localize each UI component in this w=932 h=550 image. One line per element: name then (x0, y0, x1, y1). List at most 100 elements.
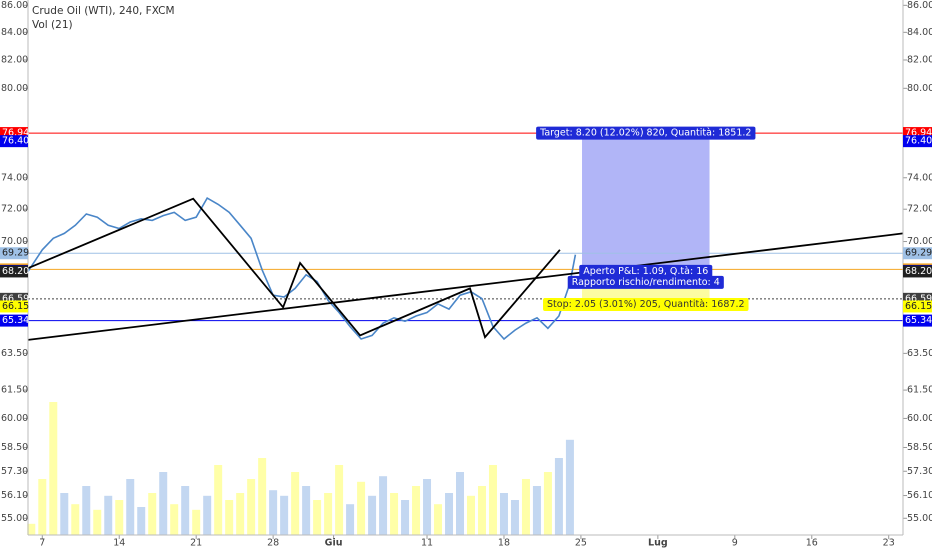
pnl-label: Aperto P&L: 1.09, Q.tà: 16 (583, 266, 708, 277)
y-tick-label: 55.00 (907, 513, 932, 524)
y-tick-label: 72.00 (1, 204, 28, 215)
x-tick-label: 14 (113, 538, 125, 549)
volume-bar (543, 472, 552, 535)
volume-bar (532, 486, 541, 535)
volume-bar (159, 472, 168, 535)
trend-line (27, 232, 904, 341)
x-tick-label: 21 (190, 538, 202, 549)
y-tick-label: 80.00 (1, 83, 28, 94)
y-tick-label: 61.50 (907, 385, 932, 396)
overlay-layer: 76.9476.9476.4076.4069.2969.2968.3268.32… (0, 126, 932, 327)
y-tick-label: 60.00 (1, 413, 28, 424)
volume-bar (82, 486, 91, 535)
volume-bar (49, 402, 58, 535)
volume-bar (390, 493, 399, 535)
volume-bar (379, 476, 388, 535)
volume-bar (412, 486, 421, 535)
y-tick-label: 58.50 (1, 442, 28, 453)
volume-bar (488, 465, 497, 535)
volume-bar (148, 493, 157, 535)
chart-title: Crude Oil (WTI), 240, FXCM (32, 5, 175, 17)
y-tick-label: 82.00 (907, 54, 932, 65)
volume-bar (137, 507, 146, 535)
y-tick-label: 74.00 (1, 172, 28, 183)
y-tick-label: 82.00 (1, 54, 28, 65)
y-tick-label: 63.50 (907, 348, 932, 359)
y-tick-label: 86.00 (907, 0, 932, 11)
stop-label: Stop: 2.05 (3.01%) 205, Quantità: 1687.2 (547, 299, 745, 310)
y-tick-label: 57.30 (907, 466, 932, 477)
target-label: Target: 8.20 (12.02%) 820, Quantità: 185… (539, 128, 751, 139)
price-label-bg (903, 135, 932, 148)
y-tick-label: 60.00 (907, 413, 932, 424)
volume-bar (401, 500, 410, 535)
volume-bar (324, 493, 333, 535)
y-tick-label: 70.00 (1, 236, 28, 247)
volume-bar (368, 495, 377, 535)
price-label-bg (0, 247, 28, 260)
volume-bar (181, 486, 190, 535)
volume-bar (434, 504, 443, 535)
target-label-bg (536, 126, 756, 140)
volume-bar (115, 500, 124, 535)
price-label-bg (903, 314, 932, 327)
y-tick-label: 57.30 (1, 466, 28, 477)
y-tick-label: 72.00 (907, 204, 932, 215)
volume-bar (466, 495, 475, 535)
volume-bar (456, 472, 465, 535)
price-label-bg (0, 135, 28, 148)
volume-bar (225, 500, 234, 535)
volume-bar (203, 495, 212, 535)
volume-bar (510, 500, 519, 535)
price-label: 66.59 (2, 293, 29, 304)
volume-bar (499, 493, 508, 535)
x-tick-label: 7 (39, 538, 45, 549)
x-tick-label: 16 (806, 538, 818, 549)
volume-bar (423, 479, 432, 535)
volume-bar (445, 493, 454, 535)
y-tick-label: 61.50 (1, 385, 28, 396)
price-label-bg (903, 265, 932, 278)
volume-bar (477, 486, 486, 535)
x-tick-label: 25 (575, 538, 587, 549)
y-tick-label: 58.50 (907, 442, 932, 453)
x-tick-label: Giu (325, 538, 343, 549)
volume-bar (126, 479, 135, 535)
ratio-label-bg (567, 275, 724, 289)
volume-bar (554, 458, 563, 535)
trend-line (27, 197, 561, 340)
volume-bar (60, 493, 69, 535)
volume-layer (27, 402, 574, 535)
volume-bar (302, 486, 311, 535)
x-tick-label: 23 (883, 538, 895, 549)
x-tick-label: 28 (267, 538, 279, 549)
price-label-bg (903, 300, 932, 313)
target-zone (582, 133, 710, 270)
price-label-bg (0, 127, 28, 140)
y-tick-label: 74.00 (907, 172, 932, 183)
price-label: 68.20 (2, 266, 29, 277)
volume-bar (71, 504, 80, 535)
price-label: 66.15 (905, 301, 932, 312)
price-label: 76.94 (2, 128, 29, 139)
volume-bar (27, 523, 36, 535)
y-tick-label: 55.00 (1, 513, 28, 524)
price-label: 68.20 (905, 266, 932, 277)
volume-bar (236, 493, 245, 535)
y-tick-label: 56.10 (1, 490, 28, 501)
y-tick-label: 86.00 (1, 0, 28, 11)
price-label: 65.34 (2, 315, 29, 326)
y-tick-label: 84.00 (1, 27, 28, 38)
price-label: 66.15 (2, 301, 29, 312)
x-tick-label: 18 (498, 538, 510, 549)
stop-label-bg (543, 297, 749, 311)
y-tick-label: 56.10 (907, 490, 932, 501)
ratio-label: Rapporto rischio/rendimento: 4 (572, 277, 720, 288)
volume-bar (38, 479, 47, 535)
volume-bar (104, 495, 113, 535)
y-tick-label: 80.00 (907, 83, 932, 94)
price-label: 76.40 (2, 136, 29, 147)
price-label: 76.94 (905, 128, 932, 139)
